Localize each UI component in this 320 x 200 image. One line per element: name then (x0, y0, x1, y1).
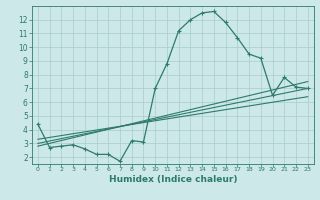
X-axis label: Humidex (Indice chaleur): Humidex (Indice chaleur) (108, 175, 237, 184)
